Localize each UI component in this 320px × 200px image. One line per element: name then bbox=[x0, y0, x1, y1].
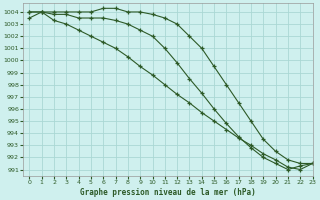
X-axis label: Graphe pression niveau de la mer (hPa): Graphe pression niveau de la mer (hPa) bbox=[80, 188, 256, 197]
